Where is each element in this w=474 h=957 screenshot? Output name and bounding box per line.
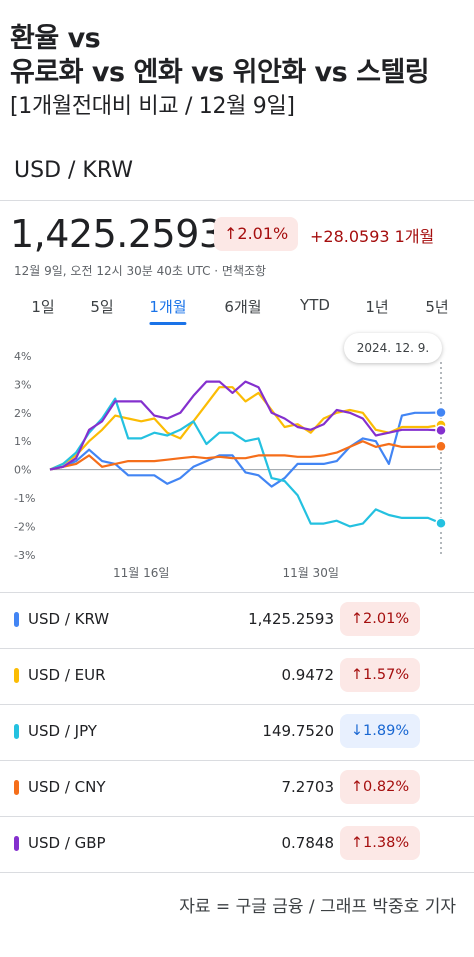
headline-line-3: [1개월전대비 비교 / 12월 9일] bbox=[10, 94, 295, 119]
y-tick-label: 2% bbox=[14, 407, 31, 420]
series-end-point bbox=[435, 440, 447, 453]
series-end-point bbox=[435, 406, 447, 419]
y-tick-label: 3% bbox=[14, 378, 31, 391]
tab-5d[interactable]: 5일 bbox=[90, 298, 114, 316]
pair-name: USD / CNY bbox=[28, 778, 106, 796]
row-divider bbox=[0, 872, 474, 873]
comparison-row[interactable]: USD / CNY 7.2703 ↑0.82% bbox=[0, 760, 474, 816]
pair-name: USD / EUR bbox=[28, 666, 106, 684]
tab-1d[interactable]: 1일 bbox=[31, 298, 55, 316]
chart-date-tooltip: 2024. 12. 9. bbox=[344, 333, 442, 363]
pair-value: 0.7848 bbox=[281, 834, 335, 852]
headline: 환율 vs 유로화 vs 엔화 vs 위안화 vs 스텔링 [1개월전대비 비교… bbox=[10, 22, 470, 124]
tab-5y[interactable]: 5년 bbox=[425, 298, 449, 316]
change-absolute: +28.0593 1개월 bbox=[310, 227, 435, 246]
y-tick-label: -3% bbox=[14, 549, 35, 562]
y-tick-label: 0% bbox=[14, 464, 31, 477]
series-end-point bbox=[435, 424, 447, 437]
row-divider bbox=[0, 816, 474, 817]
pair-change-badge: ↑0.82% bbox=[340, 770, 420, 804]
comparison-row[interactable]: USD / KRW 1,425.2593 ↑2.01% bbox=[0, 592, 474, 648]
comparison-line-chart: 4% 3% 2% 1% 0% -1% -2% -3% 11월 16일 11월 30일 bbox=[14, 350, 447, 580]
pair-name: USD / JPY bbox=[28, 722, 97, 740]
series-line bbox=[49, 380, 442, 471]
current-price: 1,425.2593 bbox=[10, 212, 223, 256]
series-line bbox=[49, 397, 442, 528]
range-tabs: 1일 5일 1개월 6개월 YTD 1년 5년 bbox=[0, 296, 474, 326]
source-credit: 자료 = 구글 금융 / 그래프 박중호 기자 bbox=[179, 897, 456, 917]
row-divider bbox=[0, 648, 474, 649]
series-color-swatch bbox=[14, 836, 19, 851]
pair-name: USD / KRW bbox=[28, 610, 110, 628]
series-line bbox=[49, 386, 442, 471]
comparison-row[interactable]: USD / JPY 149.7520 ↓1.89% bbox=[0, 704, 474, 760]
y-tick-label: -2% bbox=[14, 520, 35, 533]
y-tick-label: 1% bbox=[14, 435, 31, 448]
divider-top bbox=[0, 200, 474, 201]
comparison-row[interactable]: USD / GBP 0.7848 ↑1.38% bbox=[0, 816, 474, 872]
pair-title: USD / KRW bbox=[14, 158, 133, 183]
pair-change-badge: ↑2.01% bbox=[340, 602, 420, 636]
series-color-swatch bbox=[14, 780, 19, 795]
pair-name: USD / GBP bbox=[28, 834, 106, 852]
headline-line-2: 유로화 vs 엔화 vs 위안화 vs 스텔링 bbox=[10, 57, 430, 88]
pair-change-badge: ↓1.89% bbox=[340, 714, 420, 748]
timestamp-disclaimer: 12월 9일, 오전 12시 30분 40초 UTC · 면책조항 bbox=[14, 264, 267, 278]
row-divider bbox=[0, 704, 474, 705]
series-color-swatch bbox=[14, 668, 19, 683]
headline-line-1: 환율 vs bbox=[10, 23, 101, 54]
pair-change-badge: ↑1.57% bbox=[340, 658, 420, 692]
series-color-swatch bbox=[14, 724, 19, 739]
pair-change-badge: ↑1.38% bbox=[340, 826, 420, 860]
tab-1y[interactable]: 1년 bbox=[365, 298, 389, 316]
divider-chart bbox=[0, 592, 474, 593]
x-tick-label: 11월 16일 bbox=[113, 566, 169, 580]
tab-1m[interactable]: 1개월 bbox=[149, 298, 187, 325]
pair-value: 149.7520 bbox=[262, 722, 334, 740]
change-percent-badge: ↑2.01% bbox=[214, 217, 299, 251]
pair-value: 7.2703 bbox=[281, 778, 335, 796]
pair-value: 0.9472 bbox=[281, 666, 335, 684]
series-color-swatch bbox=[14, 612, 19, 627]
row-divider bbox=[0, 760, 474, 761]
pair-value: 1,425.2593 bbox=[248, 610, 334, 628]
y-tick-label: 4% bbox=[14, 350, 31, 363]
y-tick-label: -1% bbox=[14, 492, 35, 505]
series-line bbox=[49, 440, 442, 471]
tab-ytd[interactable]: YTD bbox=[300, 296, 330, 314]
series-end-point bbox=[435, 517, 447, 530]
comparison-row[interactable]: USD / EUR 0.9472 ↑1.57% bbox=[0, 648, 474, 704]
tab-6m[interactable]: 6개월 bbox=[224, 298, 262, 316]
x-tick-label: 11월 30일 bbox=[282, 566, 338, 580]
